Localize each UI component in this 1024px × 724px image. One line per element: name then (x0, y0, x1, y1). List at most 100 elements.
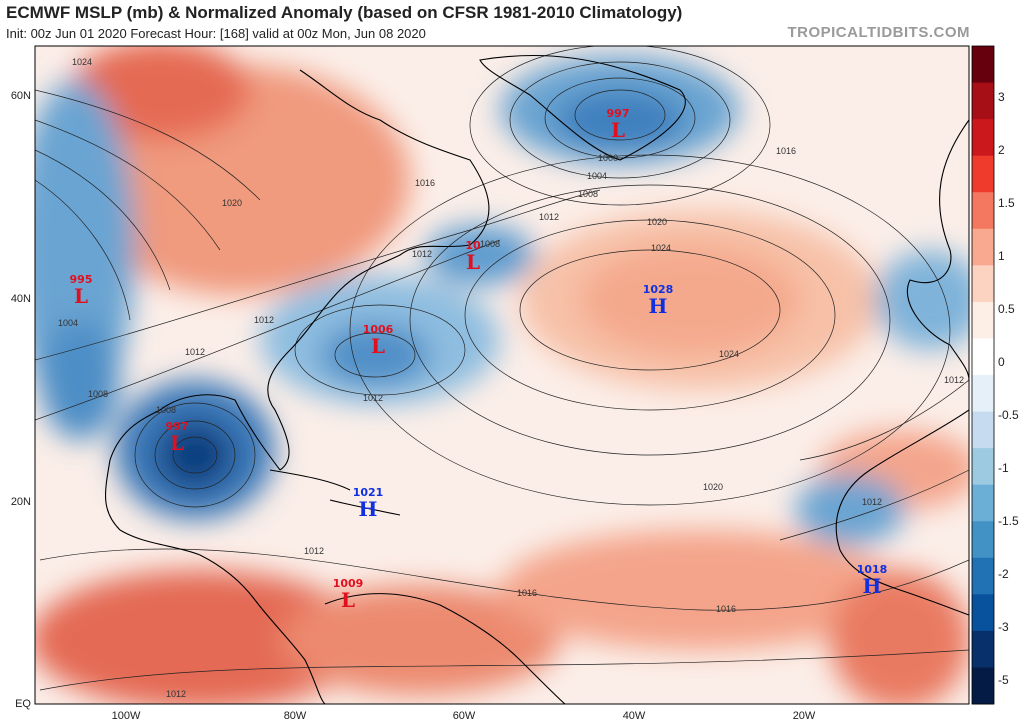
low-symbol: L (169, 431, 185, 455)
isobar-label: 1012 (411, 249, 433, 259)
map-subtitle: Init: 00z Jun 01 2020 Forecast Hour: [16… (6, 26, 426, 41)
low-symbol: L (370, 334, 386, 358)
pressure-low-gulf: 997 L (166, 421, 189, 453)
isobar-label: 1008 (577, 189, 599, 199)
colorbar-segment (972, 411, 994, 449)
isobar-label: 1016 (516, 588, 538, 598)
low-symbol: L (610, 118, 626, 142)
pressure-value: 1006 (362, 323, 394, 336)
isobar-label: 1020 (221, 198, 243, 208)
low-symbol: L (340, 588, 356, 612)
lat-label-eq: EQ (15, 698, 31, 710)
map-frame (34, 45, 970, 705)
colorbar-segment (972, 375, 994, 413)
colorbar-tick-label: -3 (998, 620, 1009, 634)
pressure-value: 10 (465, 239, 481, 252)
pressure-low-rockies: 995 L (70, 274, 93, 306)
colorbar-tick-label: -1 (998, 461, 1009, 475)
lon-label-60w: 60W (452, 710, 476, 722)
colorbar-segment (972, 155, 994, 193)
colorbar-segment (972, 521, 994, 559)
isobar-label: 1004 (586, 171, 608, 181)
isobar-label: 1012 (303, 546, 325, 556)
colorbar-tick-label: 3 (998, 90, 1005, 104)
colorbar-segment (972, 557, 994, 595)
colorbar-segment (972, 484, 994, 522)
brand-watermark: TROPICALTIDBITS.COM (787, 24, 970, 41)
colorbar-segment (972, 338, 994, 376)
lat-label-60n: 60N (10, 90, 31, 102)
colorbar-tick-label: -0.5 (998, 408, 1019, 422)
lon-label-20w: 20W (792, 710, 816, 722)
lon-label-80w: 80W (283, 710, 307, 722)
pressure-value: 1009 (332, 577, 364, 590)
map-title: ECMWF MSLP (mb) & Normalized Anomaly (ba… (6, 3, 683, 22)
pressure-value: 1021 (352, 486, 384, 499)
pressure-low-newfoundland: 10 L (465, 240, 480, 272)
isobar-label: 1024 (650, 243, 672, 253)
isobar-label: 1008 (87, 389, 109, 399)
lat-label-40n: 40N (10, 293, 31, 305)
isobar-label: 1016 (414, 178, 436, 188)
pressure-value: 997 (165, 420, 189, 433)
isobar-label: 1004 (57, 318, 79, 328)
colorbar-segment (972, 594, 994, 632)
isobar-label: 1008 (155, 405, 177, 415)
pressure-low-colombia: 1009 L (333, 578, 364, 610)
colorbar-tick-label: 1 (998, 249, 1005, 263)
isobar-label: 1024 (71, 57, 93, 67)
isobar-label: 1012 (184, 347, 206, 357)
colorbar-tick-label: 1.5 (998, 196, 1015, 210)
isobar-label: 1020 (702, 482, 724, 492)
colorbar-tick-label: -2 (998, 567, 1009, 581)
isobar-label: 1012 (253, 315, 275, 325)
isobar-label: 1012 (538, 212, 560, 222)
colorbar-tick-label: 2 (998, 143, 1005, 157)
isobar-label: 1012 (861, 497, 883, 507)
lon-label-100w: 100W (111, 710, 141, 722)
colorbar-segment (972, 667, 994, 705)
lon-label-40w: 40W (622, 710, 646, 722)
high-symbol: H (648, 294, 668, 318)
colorbar-segment (972, 192, 994, 230)
coastlines (104, 54, 969, 704)
colorbar-frame (971, 45, 995, 705)
high-symbol: H (358, 497, 378, 521)
pressure-value: 1018 (856, 563, 888, 576)
pressure-high-west-africa: 1018 H (857, 564, 888, 596)
colorbar-segment (972, 630, 994, 668)
pressure-high-azores: 1028 H (643, 284, 674, 316)
colorbar-segment (972, 119, 994, 157)
colorbar-tick-label: -5 (998, 673, 1009, 687)
isobar-label: 1012 (165, 689, 187, 699)
low-symbol: L (465, 250, 481, 274)
colorbar-segment (972, 228, 994, 266)
colorbar-segment (972, 448, 994, 486)
pressure-low-carolinas: 1006 L (363, 324, 394, 356)
anomaly-field (35, 46, 969, 704)
pressure-value: 997 (606, 107, 630, 120)
isobar-label: 1000 (597, 153, 619, 163)
isobars (35, 46, 969, 691)
colorbar-segment (972, 301, 994, 339)
colorbar-tick-label: 0.5 (998, 302, 1015, 316)
isobar-label: 1012 (362, 393, 384, 403)
pressure-high-hispaniola: 1021 H (353, 487, 384, 519)
colorbar-segment (972, 82, 994, 120)
lat-label-20n: 20N (10, 496, 31, 508)
colorbar-segment (972, 46, 994, 84)
pressure-value: 1028 (642, 283, 674, 296)
high-symbol: H (862, 574, 882, 598)
isobar-label: 1016 (775, 146, 797, 156)
isobar-label: 1012 (943, 375, 965, 385)
colorbar-tick-label: -1.5 (998, 514, 1019, 528)
isobar-label: 1024 (718, 349, 740, 359)
colorbar-segment (972, 265, 994, 303)
isobar-label: 1008 (479, 239, 501, 249)
low-symbol: L (73, 284, 89, 308)
pressure-low-greenland: 997 L (607, 108, 630, 140)
anomaly-colorbar (972, 46, 994, 705)
pressure-value: 995 (69, 273, 93, 286)
colorbar-tick-label: 0 (998, 355, 1005, 369)
